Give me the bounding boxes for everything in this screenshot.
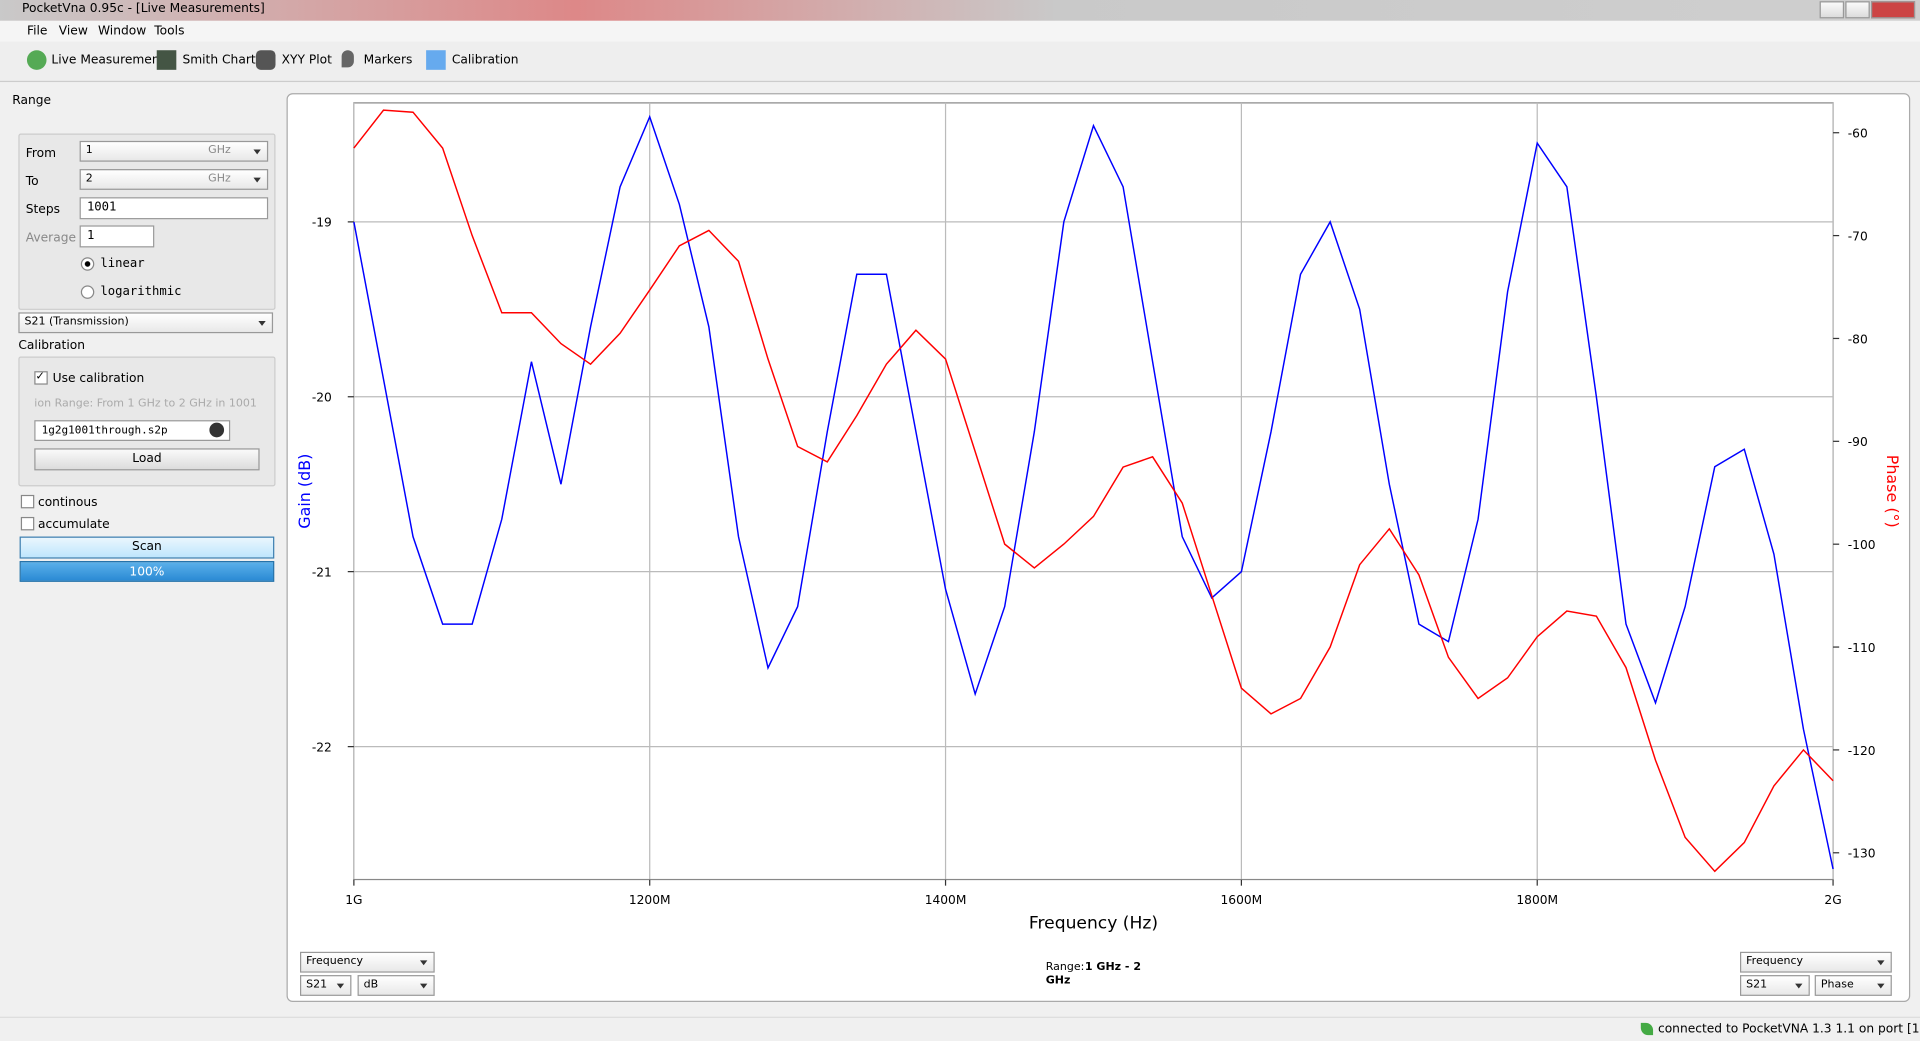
menu-item[interactable]: View	[58, 24, 88, 38]
icon	[26, 50, 47, 70]
x-combo[interactable]: Frequency	[1740, 951, 1892, 973]
average-input[interactable]: 1	[79, 225, 155, 248]
y-axis-label: Gain (dB)	[295, 454, 314, 529]
icon	[341, 50, 354, 68]
param-combo[interactable]: S21	[1740, 975, 1810, 996]
maximize-button[interactable]	[1845, 1, 1870, 19]
y2-tick-label: -80	[1848, 332, 1868, 346]
x-combo[interactable]: Frequency	[300, 951, 435, 973]
unit: GHz	[208, 172, 231, 185]
icon	[255, 50, 276, 70]
y2-tick-label: -70	[1848, 229, 1868, 243]
y2-axis-label: Phase (°)	[1883, 455, 1902, 528]
scan-button[interactable]: Scan	[19, 536, 275, 559]
x-tick-label: 1G	[345, 893, 362, 907]
calibration-range: ion Range: From 1 GHz to 2 GHz in 1001 s…	[34, 398, 259, 411]
icon	[156, 50, 177, 70]
toolbar-button[interactable]: Markers	[363, 53, 413, 68]
section-title: Calibration	[18, 339, 86, 353]
unit-combo[interactable]: dB	[357, 975, 435, 996]
status-text: connected to PocketVNA 1.3 1.1 on port […	[1657, 1022, 1920, 1037]
toolbar-button[interactable]: Calibration	[451, 53, 519, 68]
y-tick-label: -22	[312, 740, 332, 754]
window-title: PocketVna 0.95c - [Live Measurements]	[22, 2, 265, 16]
unit: GHz	[208, 144, 231, 157]
value: 2	[85, 172, 93, 185]
status-icon	[1640, 1022, 1654, 1036]
checkbox[interactable]	[20, 494, 35, 509]
toolbar-button[interactable]: Live Measurement	[51, 53, 165, 68]
range-label: Range:	[1045, 961, 1085, 974]
y2-tick-label: -100	[1848, 538, 1876, 552]
y2-tick-label: -90	[1848, 435, 1868, 449]
radio[interactable]	[80, 257, 95, 271]
clear-icon[interactable]	[209, 422, 225, 438]
menu-item[interactable]: Tools	[154, 24, 185, 38]
close-button[interactable]	[1871, 1, 1916, 19]
checkbox-label: Use calibration	[52, 372, 145, 386]
range-value: 1 GHz - 2 GHz	[1045, 961, 1142, 988]
x-tick-label: 1400M	[925, 893, 967, 907]
from-combo[interactable]: 1 GHz	[79, 140, 269, 162]
section-title: Range	[12, 94, 52, 108]
toolbar-button[interactable]: Smith Chart	[182, 53, 256, 68]
radio-label: linear	[100, 257, 145, 271]
y2-tick-label: -60	[1848, 127, 1868, 141]
label: From	[25, 146, 57, 161]
parameter-combo[interactable]: S21 (Transmission)	[18, 312, 274, 334]
x-tick-label: 2G	[1824, 893, 1841, 907]
y2-tick-label: -130	[1848, 847, 1876, 861]
status-bar: connected to PocketVNA 1.3 1.1 on port […	[0, 1016, 1920, 1041]
series-line	[353, 109, 1834, 873]
plot-area	[353, 102, 1834, 881]
radio[interactable]	[80, 285, 95, 299]
x-axis-label: Frequency (Hz)	[1029, 914, 1158, 934]
x-tick-label: 1200M	[629, 893, 671, 907]
label: To	[25, 175, 39, 189]
toolbar-button[interactable]: XYY Plot	[281, 53, 332, 68]
chart: 1G 1200M 1400M 1600M 1800M 2G -19 -20 -21 -22 -60 -…	[295, 102, 1902, 934]
icon	[426, 50, 446, 70]
left-panel: Range From 1 GHz To 2 GHz Steps 1001 Avera…	[0, 82, 282, 1017]
minimize-button[interactable]	[1819, 1, 1845, 19]
checkbox[interactable]	[20, 516, 35, 531]
value: 1	[85, 144, 93, 157]
toolbar: Live Measurement Smith Chart XYY Plot Ma…	[0, 41, 1920, 83]
radio-label: logarithmic	[100, 285, 182, 299]
menu-bar: File View Window Tools	[0, 20, 1920, 42]
unit-combo[interactable]: Phase	[1814, 975, 1892, 996]
calibration-file[interactable]: 1g2g1001through.s2p	[34, 420, 231, 441]
to-combo[interactable]: 2 GHz	[79, 169, 269, 190]
steps-input[interactable]: 1001	[79, 197, 269, 220]
param-combo[interactable]: S21	[300, 975, 352, 996]
x-tick-label: 1600M	[1221, 893, 1263, 907]
checkbox-label: continous	[37, 496, 98, 510]
label: Average	[25, 231, 77, 245]
checkbox-label: accumulate	[37, 518, 110, 532]
menu-item[interactable]: Window	[97, 24, 147, 38]
progress-bar: 100%	[19, 561, 275, 582]
y-tick-label: -21	[312, 566, 332, 580]
range-group	[18, 133, 276, 310]
label: Steps	[25, 203, 60, 217]
x-tick-label: 1800M	[1516, 893, 1558, 907]
y-tick-label: -19	[312, 216, 332, 230]
checkbox[interactable]: ✓	[34, 371, 48, 385]
y2-tick-label: -110	[1848, 641, 1876, 655]
load-button[interactable]: Load	[34, 448, 260, 471]
title-bar: PocketVna 0.95c - [Live Measurements]	[0, 0, 1920, 21]
menu-item[interactable]: File	[26, 24, 48, 38]
series-line	[353, 114, 1834, 870]
y2-tick-label: -120	[1848, 744, 1876, 758]
y-tick-label: -20	[312, 391, 332, 405]
chart-frame: 1G 1200M 1400M 1600M 1800M 2G -19 -20 -21 -22 -60 -…	[286, 93, 1911, 1003]
